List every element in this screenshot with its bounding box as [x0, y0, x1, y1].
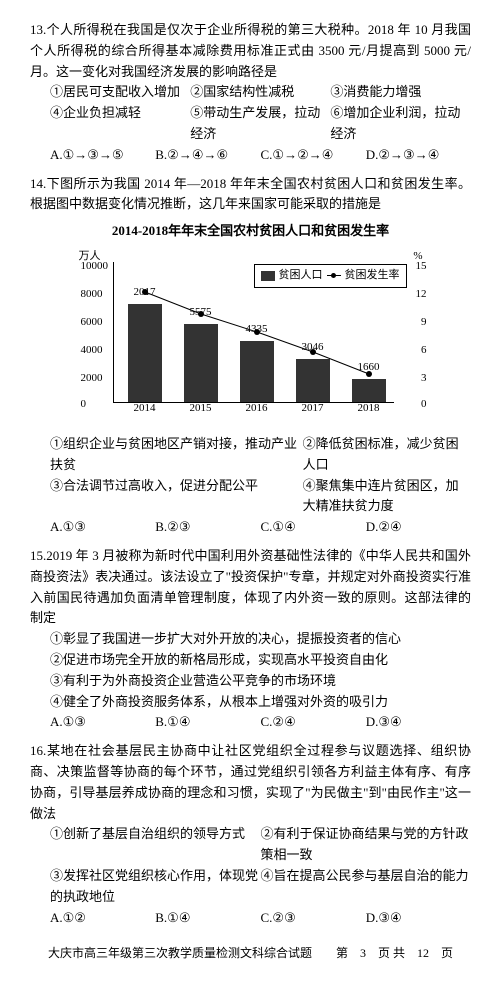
q15-opt-c: C.②④	[261, 712, 366, 733]
q13-item-4: ④企业负担减轻	[50, 103, 190, 145]
ytick-l-4: 2000	[81, 370, 103, 388]
q16-options: A.①② B.①④ C.②③ D.③④	[30, 908, 471, 929]
q13-opt-b: B.②→④→⑥	[155, 145, 260, 166]
bar-2018	[352, 379, 386, 402]
q16-item-1: ①创新了基层自治组织的领导方式	[50, 824, 261, 866]
q15-item-2: ②促进市场完全开放的新格局形成，实现高水平投资自由化	[50, 650, 471, 671]
q13-items: ①居民可支配收入增加 ②国家结构性减税 ③消费能力增强 ④企业负担减轻 ⑤带动生…	[30, 82, 471, 144]
bar-2015	[184, 324, 218, 402]
q16-items: ①创新了基层自治组织的领导方式 ②有利于保证协商结果与党的方针政策相一致 ③发挥…	[30, 824, 471, 907]
q15-num: 15.	[30, 548, 46, 563]
q13-item-2: ②国家结构性减税	[190, 82, 330, 103]
q13-item-6: ⑥增加企业利润，拉动经济	[330, 103, 470, 145]
question-14: 14.下图所示为我国 2014 年—2018 年年末全国农村贫困人口和贫困发生率…	[30, 174, 471, 538]
q16-item-4: ④旨在提高公民参与基层自治的能力	[261, 866, 472, 908]
q15-item-1: ①彰显了我国进一步扩大对外开放的决心，提振投资者的信心	[50, 629, 471, 650]
q16-item-2: ②有利于保证协商结果与党的方针政策相一致	[261, 824, 472, 866]
x-label-2014: 2014	[128, 400, 162, 418]
q14-item-1: ①组织企业与贫困地区产销对接，推动产业扶贫	[50, 434, 303, 476]
q16-item-3: ③发挥社区党组织核心作用，体现党的执政地位	[50, 866, 261, 908]
question-13: 13.个人所得税在我国是仅次于企业所得税的第三大税种。2018 年 10 月我国…	[30, 20, 471, 166]
bar-2016	[240, 341, 274, 402]
q13-opt-a: A.①→③→⑤	[50, 145, 155, 166]
q14-opt-a: A.①③	[50, 517, 155, 538]
ytick-r-2: 9	[421, 314, 427, 332]
q13-opt-c: C.①→②→④	[261, 145, 366, 166]
question-16: 16.某地在社会基层民主协商中让社区党组织全过程参与议题选择、组织协商、决策监督…	[30, 741, 471, 928]
ytick-l-2: 6000	[81, 314, 103, 332]
q13-num: 13.	[30, 22, 46, 37]
ytick-r-3: 6	[421, 342, 427, 360]
q13-item-5: ⑤带动生产发展，拉动经济	[190, 103, 330, 145]
q15-text: 15.2019 年 3 月被称为新时代中国利用外资基础性法律的《中华人民共和国外…	[30, 546, 471, 629]
q16-opt-c: C.②③	[261, 908, 366, 929]
plot-area: 2017201455752015433520163046201716602018	[113, 262, 394, 403]
q14-options: A.①③ B.②③ C.①④ D.②④	[30, 517, 471, 538]
q15-item-3: ③有利于为外商投资企业营造公平竞争的市场环境	[50, 671, 471, 692]
bar-2017	[296, 359, 330, 402]
bar-value-2014: 2017	[128, 284, 162, 302]
q15-opt-d: D.③④	[366, 712, 471, 733]
q14-item-3: ③合法调节过高收入，促进分配公平	[50, 476, 303, 518]
q13-opt-d: D.②→③→④	[366, 145, 471, 166]
q15-opt-a: A.①③	[50, 712, 155, 733]
q14-opt-d: D.②④	[366, 517, 471, 538]
ytick-r-0: 15	[416, 258, 427, 276]
q13-item-3: ③消费能力增强	[330, 82, 470, 103]
question-15: 15.2019 年 3 月被称为新时代中国利用外资基础性法律的《中华人民共和国外…	[30, 546, 471, 733]
bar-2014	[128, 304, 162, 402]
q16-opt-a: A.①②	[50, 908, 155, 929]
q16-num: 16.	[30, 743, 46, 758]
q14-num: 14.	[30, 176, 46, 191]
q14-text: 14.下图所示为我国 2014 年—2018 年年末全国农村贫困人口和贫困发生率…	[30, 174, 471, 216]
ytick-l-0: 10000	[81, 258, 109, 276]
q13-text: 13.个人所得税在我国是仅次于企业所得税的第三大税种。2018 年 10 月我国…	[30, 20, 471, 82]
q14-opt-b: B.②③	[155, 517, 260, 538]
x-label-2016: 2016	[240, 400, 274, 418]
q16-opt-b: B.①④	[155, 908, 260, 929]
q14-item-4: ④聚焦集中连片贫困区，加大精准扶贫力度	[303, 476, 471, 518]
bar-value-2016: 4335	[240, 321, 274, 339]
q13-options: A.①→③→⑤ B.②→④→⑥ C.①→②→④ D.②→③→④	[30, 145, 471, 166]
x-label-2015: 2015	[184, 400, 218, 418]
q14-item-2: ②降低贫困标准，减少贫困人口	[303, 434, 471, 476]
ytick-r-5: 0	[421, 396, 427, 414]
x-label-2017: 2017	[296, 400, 330, 418]
q15-items: ①彰显了我国进一步扩大对外开放的决心，提振投资者的信心 ②促进市场完全开放的新格…	[30, 629, 471, 712]
chart-title: 2014-2018年年末全国农村贫困人口和贫困发生率	[30, 221, 471, 242]
bar-value-2015: 5575	[184, 304, 218, 322]
q14-opt-c: C.①④	[261, 517, 366, 538]
q15-opt-b: B.①④	[155, 712, 260, 733]
x-label-2018: 2018	[352, 400, 386, 418]
page-footer: 大庆市高三年级第三次教学质量检测文科综合试题 第 3 页 共 12 页	[30, 944, 471, 963]
bar-value-2018: 1660	[352, 359, 386, 377]
q16-opt-d: D.③④	[366, 908, 471, 929]
bar-line-chart: 万人 % 10000 8000 6000 4000 2000 0 15 12 9…	[71, 248, 431, 428]
ytick-r-1: 12	[416, 286, 427, 304]
bar-value-2017: 3046	[296, 339, 330, 357]
q14-items: ①组织企业与贫困地区产销对接，推动产业扶贫 ②降低贫困标准，减少贫困人口 ③合法…	[30, 434, 471, 517]
ytick-r-4: 3	[421, 370, 427, 388]
ytick-l-5: 0	[81, 396, 87, 414]
ytick-l-3: 4000	[81, 342, 103, 360]
q15-options: A.①③ B.①④ C.②④ D.③④	[30, 712, 471, 733]
q16-text: 16.某地在社会基层民主协商中让社区党组织全过程参与议题选择、组织协商、决策监督…	[30, 741, 471, 824]
ytick-l-1: 8000	[81, 286, 103, 304]
q13-item-1: ①居民可支配收入增加	[50, 82, 190, 103]
q15-item-4: ④健全了外商投资服务体系，从根本上增强对外资的吸引力	[50, 692, 471, 713]
